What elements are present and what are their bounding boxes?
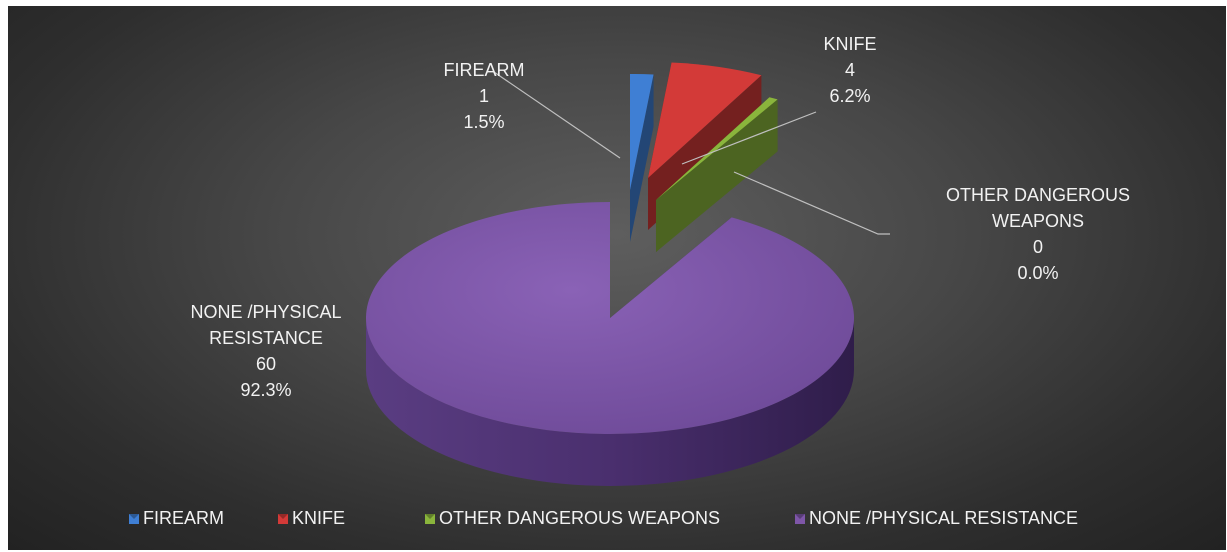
leader-line-firearm [493,71,621,159]
slice-other-dangerous-weapons [656,97,778,252]
slice-cut-face [656,99,778,252]
slice-top [630,74,654,190]
legend-item-knife: KNIFE [278,508,345,528]
slice-side [366,318,854,486]
chart-area: FIREARM 1 1.5% KNIFE 4 6.2% OTHER DANGEROUS WEA… [8,6,1226,550]
legend-item-other-dangerous-weapons: OTHER DANGEROUS WEAPONS [425,508,720,528]
legend-item-none-physical-resistance: NONE /PHYSICAL RESISTANCE [795,508,1078,528]
slice-none-physical-resistance [365,201,854,486]
slice-cut-face [630,74,654,242]
data-label-other-dangerous-weapons: OTHER DANGEROUS WEAPONS 0 0.0% [946,185,1130,283]
slice-top [648,62,762,178]
legend-label: NONE /PHYSICAL RESISTANCE [809,508,1078,528]
legend-item-firearm: FIREARM [129,508,224,528]
leader-line-other-dangerous-weapons [733,171,890,235]
slice-top [365,201,854,435]
slice-firearm [630,74,654,242]
legend-label: KNIFE [292,508,345,528]
leader-line-knife [681,111,817,165]
legend-label: FIREARM [143,508,224,528]
data-label-knife: KNIFE 4 6.2% [823,34,876,106]
legend-label: OTHER DANGEROUS WEAPONS [439,508,720,528]
data-label-none-physical-resistance: NONE /PHYSICAL RESISTANCE 60 92.3% [190,302,341,400]
pie-chart: FIREARM 1 1.5% KNIFE 4 6.2% OTHER DANGEROUS WEA… [129,34,1130,528]
data-label-firearm: FIREARM 1 1.5% [444,60,525,132]
slice-top [656,97,778,200]
